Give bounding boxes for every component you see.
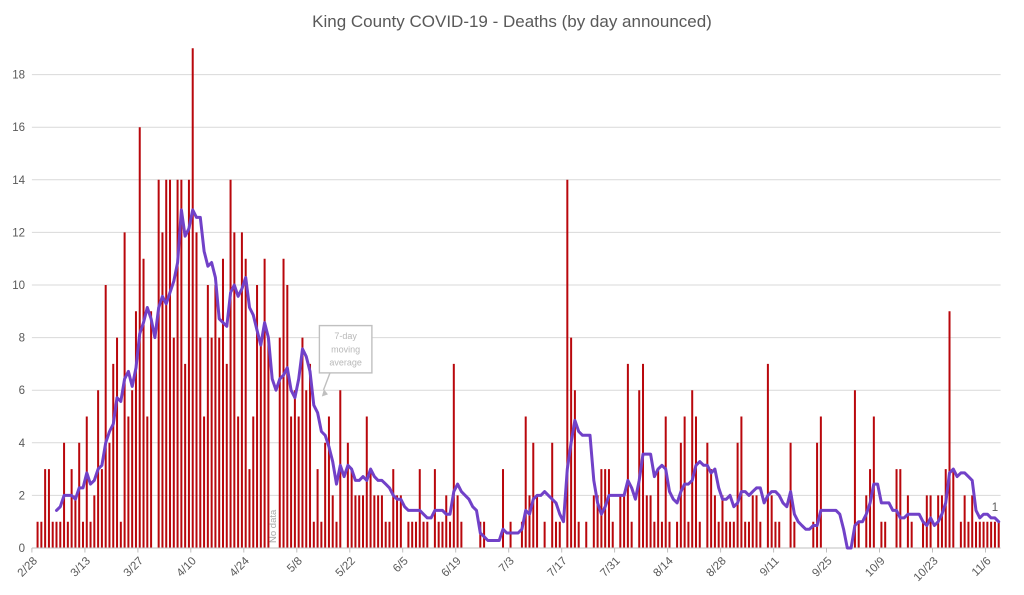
svg-text:6/5: 6/5: [391, 555, 411, 575]
svg-text:No data: No data: [268, 509, 279, 543]
svg-text:5/22: 5/22: [334, 555, 358, 579]
svg-text:8: 8: [19, 333, 25, 345]
svg-text:4/24: 4/24: [228, 555, 253, 580]
svg-text:3/27: 3/27: [122, 555, 146, 579]
svg-text:7-day: 7-day: [334, 331, 357, 341]
svg-text:10/9: 10/9: [863, 555, 887, 579]
svg-text:11/6: 11/6: [970, 555, 994, 579]
svg-text:7/3: 7/3: [497, 555, 517, 575]
svg-text:6/19: 6/19: [440, 555, 464, 579]
svg-text:7/17: 7/17: [546, 555, 570, 579]
svg-text:8/28: 8/28: [704, 555, 728, 579]
svg-text:0: 0: [19, 543, 25, 555]
svg-text:3/13: 3/13: [69, 555, 93, 579]
svg-text:10/23: 10/23: [912, 555, 941, 584]
svg-text:16: 16: [12, 122, 25, 134]
svg-text:7/31: 7/31: [598, 555, 622, 579]
svg-text:10: 10: [12, 280, 25, 292]
svg-text:moving: moving: [331, 344, 360, 354]
svg-text:9/11: 9/11: [758, 555, 782, 579]
svg-text:9/25: 9/25: [810, 555, 834, 579]
svg-text:8/14: 8/14: [651, 555, 676, 580]
svg-text:average: average: [329, 358, 362, 368]
svg-text:12: 12: [12, 227, 25, 239]
svg-text:4/10: 4/10: [175, 555, 199, 579]
svg-text:1: 1: [992, 502, 998, 514]
svg-text:2/28: 2/28: [16, 555, 40, 579]
svg-text:2: 2: [19, 490, 25, 502]
svg-text:14: 14: [12, 175, 25, 187]
svg-text:5/8: 5/8: [285, 555, 305, 575]
svg-text:4: 4: [19, 438, 26, 450]
svg-text:6: 6: [19, 385, 25, 397]
svg-text:18: 18: [12, 70, 25, 82]
